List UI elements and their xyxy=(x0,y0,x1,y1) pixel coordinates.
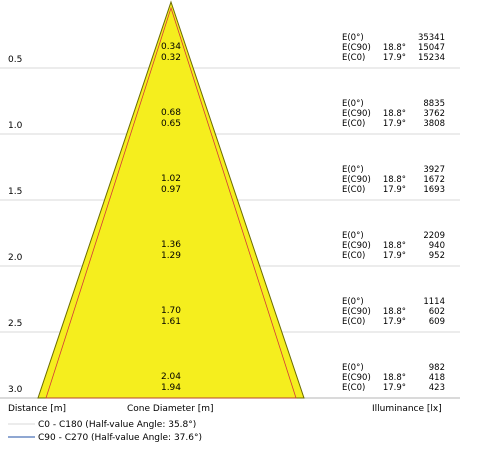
cone-diameter-c90: 0.65 xyxy=(161,119,181,129)
illuminance-label-e0: E(0°) xyxy=(342,99,364,109)
distance-rows: 0.50.340.32E(0°)E(C90)E(C0)18.8°17.9°353… xyxy=(8,33,445,395)
illuminance-label-ec0: E(C0) xyxy=(342,383,365,393)
cone xyxy=(37,0,305,399)
half-angle-c0: 17.9° xyxy=(383,251,406,261)
illuminance-ec90: 602 xyxy=(429,307,445,317)
legend-label-c90: C90 - C270 (Half-value Angle: 37.6°) xyxy=(38,433,202,443)
illuminance-label-e0: E(0°) xyxy=(342,363,364,373)
cone-diameter-c90: 0.97 xyxy=(161,185,181,195)
half-angle-c90: 18.8° xyxy=(383,373,406,383)
distance-value: 1.0 xyxy=(8,121,23,131)
half-angle-c0: 17.9° xyxy=(383,53,406,63)
illuminance-label-e0: E(0°) xyxy=(342,165,364,175)
cone-diameter-c0: 1.36 xyxy=(161,240,181,250)
cone-diameter-c90: 1.61 xyxy=(161,317,181,327)
cone-diameter-c90: 0.32 xyxy=(161,53,181,63)
illuminance-ec90: 1672 xyxy=(423,175,445,185)
illuminance-ec0: 3808 xyxy=(423,119,445,129)
half-angle-c90: 18.8° xyxy=(383,175,406,185)
distance-row: 2.5 1.701.61 E(0°)E(C90)E(C0) 18.8°17.9° 111… xyxy=(8,297,445,329)
half-angle-c0: 17.9° xyxy=(383,383,406,393)
distance-row: 0.5 0.340.32 E(0°)E(C90)E(C0) 18.8°17.9° 353… xyxy=(8,33,445,65)
illuminance-ec0: 952 xyxy=(429,251,445,261)
cone-diameter-c90: 1.29 xyxy=(161,251,181,261)
legend: C0 - C180 (Half-value Angle: 35.8°) C90 … xyxy=(8,420,202,443)
illuminance-label-ec90: E(C90) xyxy=(342,307,371,317)
illuminance-ec0: 609 xyxy=(429,317,445,327)
distance-row: 3.0 2.041.94 E(0°)E(C90)E(C0) 18.8°17.9° 982… xyxy=(8,363,445,395)
legend-label-c0: C0 - C180 (Half-value Angle: 35.8°) xyxy=(38,420,196,430)
half-angle-c0: 17.9° xyxy=(383,317,406,327)
half-angle-c90: 18.8° xyxy=(383,241,406,251)
illuminance-ec0: 423 xyxy=(429,383,445,393)
illuminance-ec90: 940 xyxy=(429,241,445,251)
illuminance-e0: 35341 xyxy=(418,33,445,43)
illuminance-label-ec0: E(C0) xyxy=(342,251,365,261)
illuminance-label-ec90: E(C90) xyxy=(342,109,371,119)
illuminance-ec0: 1693 xyxy=(423,185,445,195)
illuminance-ec90: 418 xyxy=(429,373,445,383)
illuminance-label-e0: E(0°) xyxy=(342,231,364,241)
distance-row: 2.0 1.361.29 E(0°)E(C90)E(C0) 18.8°17.9° 220… xyxy=(8,231,445,263)
distance-value: 3.0 xyxy=(8,385,23,395)
illuminance-e0: 1114 xyxy=(423,297,445,307)
illuminance-label-e0: E(0°) xyxy=(342,33,364,43)
half-angle-c90: 18.8° xyxy=(383,307,406,317)
illuminance-label-ec0: E(C0) xyxy=(342,317,365,327)
illuminance-label-ec0: E(C0) xyxy=(342,53,365,63)
illuminance-label-ec0: E(C0) xyxy=(342,185,365,195)
cone-diameter-c0: 1.70 xyxy=(161,306,181,316)
illuminance-e0: 982 xyxy=(429,363,445,373)
distance-value: 2.0 xyxy=(8,253,23,263)
cone-diameter-c0: 1.02 xyxy=(161,174,181,184)
distance-value: 1.5 xyxy=(8,187,22,197)
illuminance-axis-label: Illuminance [lx] xyxy=(372,404,442,414)
cone-diameter-c0: 0.34 xyxy=(161,42,181,52)
illuminance-ec90: 15047 xyxy=(418,43,445,53)
illuminance-e0: 8835 xyxy=(423,99,445,109)
illuminance-e0: 2209 xyxy=(423,231,445,241)
distance-row: 1.0 0.680.65 E(0°)E(C90)E(C0) 18.8°17.9° 883… xyxy=(8,99,445,131)
illuminance-label-ec90: E(C90) xyxy=(342,175,371,185)
half-angle-c90: 18.8° xyxy=(383,43,406,53)
cone-c90-c270 xyxy=(45,6,297,399)
cone-diameter-c0: 0.68 xyxy=(161,108,181,118)
cone-diameter-c0: 2.04 xyxy=(161,372,181,382)
illuminance-label-ec90: E(C90) xyxy=(342,373,371,383)
half-angle-c90: 18.8° xyxy=(383,109,406,119)
illuminance-ec0: 15234 xyxy=(418,53,445,63)
illuminance-label-ec90: E(C90) xyxy=(342,241,371,251)
distance-row: 1.5 1.020.97 E(0°)E(C90)E(C0) 18.8°17.9° 392… xyxy=(8,165,445,197)
illuminance-ec90: 3762 xyxy=(423,109,445,119)
illuminance-label-ec90: E(C90) xyxy=(342,43,371,53)
illuminance-e0: 3927 xyxy=(423,165,445,175)
illuminance-label-e0: E(0°) xyxy=(342,297,364,307)
half-angle-c0: 17.9° xyxy=(383,119,406,129)
cone-diameter-axis-label: Cone Diameter [m] xyxy=(127,404,214,414)
illuminance-label-ec0: E(C0) xyxy=(342,119,365,129)
distance-value: 0.5 xyxy=(8,55,22,65)
cone-diameter-c90: 1.94 xyxy=(161,383,181,393)
half-angle-c0: 17.9° xyxy=(383,185,406,195)
distance-value: 2.5 xyxy=(8,319,22,329)
distance-axis-label: Distance [m] xyxy=(8,404,66,414)
